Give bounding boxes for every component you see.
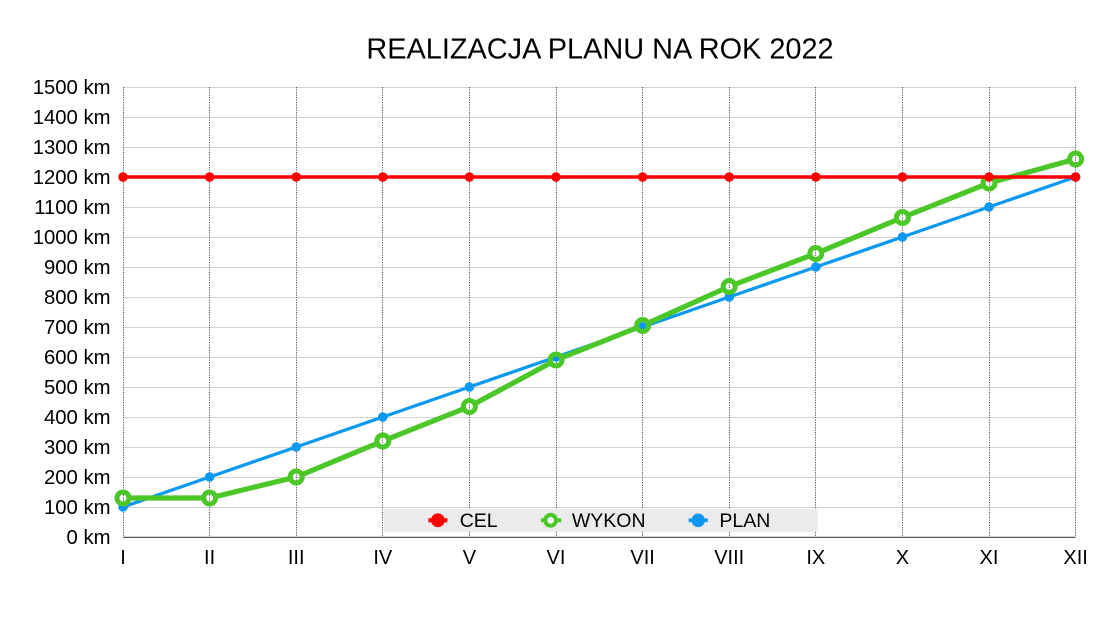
svg-text:XI: XI	[980, 547, 999, 569]
svg-text:VII: VII	[630, 547, 654, 569]
svg-text:III: III	[288, 547, 305, 569]
svg-text:100 km: 100 km	[44, 497, 111, 519]
svg-text:IX: IX	[806, 547, 825, 569]
svg-text:REALIZACJA PLANU NA ROK 2022: REALIZACJA PLANU NA ROK 2022	[366, 33, 833, 65]
svg-text:300 km: 300 km	[44, 437, 111, 459]
svg-text:VI: VI	[547, 547, 566, 569]
svg-text:600 km: 600 km	[44, 347, 111, 369]
svg-text:1400 km: 1400 km	[33, 107, 111, 129]
svg-text:CEL: CEL	[460, 510, 498, 532]
svg-text:1500 km: 1500 km	[33, 77, 111, 99]
svg-text:X: X	[896, 547, 909, 569]
svg-text:WYKON: WYKON	[572, 510, 646, 532]
svg-text:1300 km: 1300 km	[33, 137, 111, 159]
svg-text:1000 km: 1000 km	[33, 227, 111, 249]
svg-text:1200 km: 1200 km	[33, 167, 111, 189]
svg-text:900 km: 900 km	[44, 257, 111, 279]
svg-text:XII: XII	[1063, 547, 1087, 569]
svg-text:V: V	[463, 547, 477, 569]
svg-text:500 km: 500 km	[44, 377, 111, 399]
svg-text:VIII: VIII	[714, 547, 744, 569]
svg-text:II: II	[204, 547, 215, 569]
svg-text:1100 km: 1100 km	[34, 197, 110, 219]
svg-text:PLAN: PLAN	[719, 510, 770, 532]
svg-text:200 km: 200 km	[44, 467, 111, 489]
svg-text:400 km: 400 km	[44, 407, 111, 429]
svg-text:800 km: 800 km	[44, 287, 111, 309]
svg-text:0 km: 0 km	[67, 527, 111, 549]
svg-text:700 km: 700 km	[44, 317, 111, 339]
svg-text:IV: IV	[373, 547, 393, 569]
svg-text:I: I	[120, 547, 126, 569]
